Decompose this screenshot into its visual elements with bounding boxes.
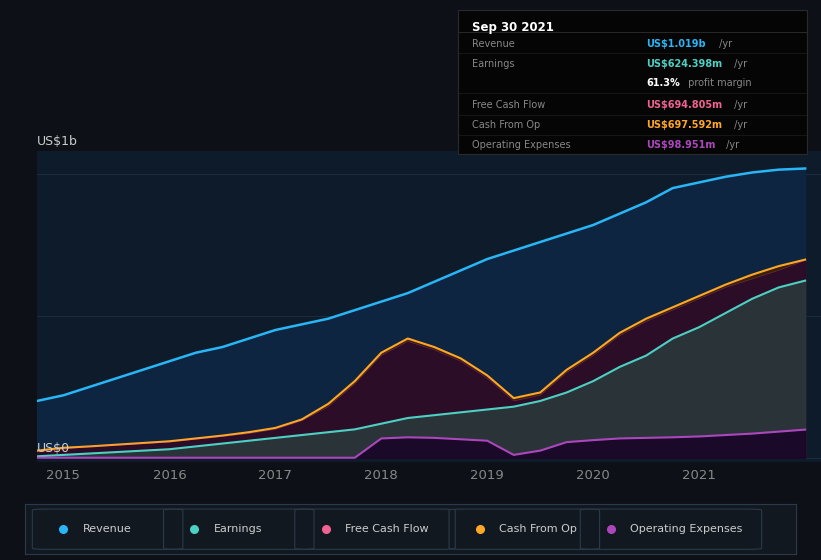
Text: Cash From Op: Cash From Op	[472, 120, 540, 130]
Text: Earnings: Earnings	[472, 59, 515, 69]
Text: Operating Expenses: Operating Expenses	[631, 524, 743, 534]
Text: Revenue: Revenue	[472, 39, 515, 49]
Text: US$624.398m: US$624.398m	[647, 59, 722, 69]
Text: /yr: /yr	[731, 120, 747, 130]
Text: US$98.951m: US$98.951m	[647, 141, 716, 150]
Text: 61.3%: 61.3%	[647, 78, 681, 88]
Text: /yr: /yr	[731, 100, 747, 110]
Text: /yr: /yr	[731, 59, 747, 69]
Text: US$1b: US$1b	[37, 136, 78, 148]
Text: US$694.805m: US$694.805m	[647, 100, 722, 110]
Text: US$697.592m: US$697.592m	[647, 120, 722, 130]
Text: Free Cash Flow: Free Cash Flow	[472, 100, 545, 110]
Text: Free Cash Flow: Free Cash Flow	[345, 524, 429, 534]
Text: Operating Expenses: Operating Expenses	[472, 141, 571, 150]
Text: Sep 30 2021: Sep 30 2021	[472, 21, 554, 34]
Text: Cash From Op: Cash From Op	[499, 524, 577, 534]
Text: /yr: /yr	[723, 141, 740, 150]
Text: US$0: US$0	[37, 442, 70, 455]
Text: /yr: /yr	[716, 39, 732, 49]
Text: US$1.019b: US$1.019b	[647, 39, 706, 49]
Text: Earnings: Earnings	[213, 524, 262, 534]
Text: Revenue: Revenue	[83, 524, 131, 534]
Text: profit margin: profit margin	[685, 78, 751, 88]
